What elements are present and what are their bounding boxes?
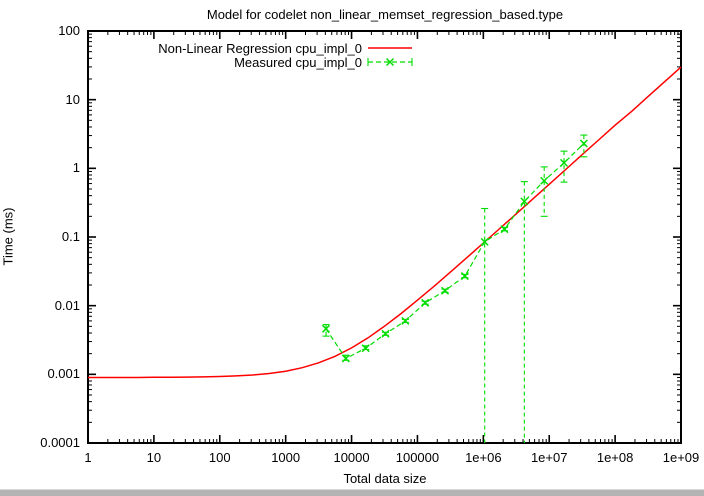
measured-point-marker <box>401 316 410 325</box>
measured-point-marker <box>500 225 509 234</box>
legend-measured-sample <box>367 57 413 67</box>
legend-samples <box>367 47 413 67</box>
y-tick-label: 0.0001 <box>40 435 80 450</box>
legend-label-measured: Measured cpu_impl_0 <box>234 55 362 70</box>
x-tick-label: 1e+08 <box>596 450 634 465</box>
x-tick-label: 1000 <box>271 450 301 465</box>
y-tick-label: 0.001 <box>47 366 80 382</box>
x-axis-label: Total data size <box>343 471 427 486</box>
measured-point-marker <box>579 139 588 148</box>
y-tick-label: 10 <box>65 91 80 107</box>
measured-point-marker <box>381 329 390 338</box>
measured-point-marker <box>361 344 370 353</box>
x-tick-label: 100 <box>208 450 231 465</box>
error-bar <box>560 150 568 183</box>
window-scrollbar[interactable] <box>0 489 704 496</box>
y-tick-label: 0.01 <box>54 297 80 313</box>
regression-curve-line <box>88 66 682 379</box>
measured-point-marker <box>559 158 569 167</box>
error-bar <box>322 324 330 337</box>
error-bar <box>520 181 528 443</box>
measured-series-line <box>325 143 585 360</box>
axis-ticks <box>87 30 682 444</box>
measured-point-marker <box>460 272 469 281</box>
measured-point-marker <box>480 237 489 246</box>
x-tick-label: 1e+09 <box>662 450 700 465</box>
y-tick-label: 0.1 <box>61 229 80 244</box>
x-tick-label: 10 <box>146 450 162 465</box>
x-tick-label: 1e+07 <box>530 450 568 465</box>
plot-border <box>87 30 682 444</box>
error-bar <box>481 207 489 443</box>
y-tick-label: 1 <box>72 160 80 176</box>
measured-point-marker <box>440 286 450 295</box>
x-tick-label: 100000 <box>395 450 440 465</box>
chart-title: Model for codelet non_linear_memset_regr… <box>206 7 564 22</box>
x-tick-label: 10000 <box>333 450 370 465</box>
measured-point-marker <box>321 324 331 333</box>
measured-point-marker <box>540 176 549 185</box>
measured-point-marker <box>341 354 350 363</box>
x-tick-label: 1 <box>84 450 92 465</box>
error-bar <box>540 166 548 217</box>
measured-point-marker <box>421 298 430 307</box>
legend-label-regression: Non-Linear Regression cpu_impl_0 <box>158 41 362 56</box>
error-bar <box>580 134 588 158</box>
y-tick-label: 100 <box>58 23 80 38</box>
measured-series <box>321 134 588 443</box>
measured-point-marker <box>520 197 529 206</box>
x-tick-label: 1e+06 <box>465 450 502 465</box>
